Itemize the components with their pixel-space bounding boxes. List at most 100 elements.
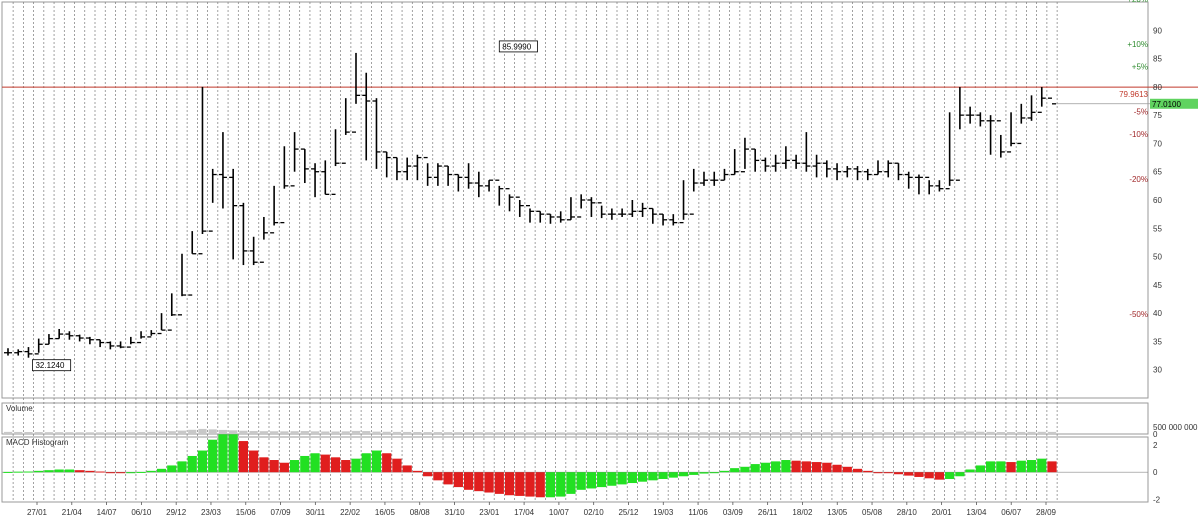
macd-histogram-bar [218,434,228,473]
macd-histogram-bar [801,461,811,473]
volume-bar [96,432,105,434]
volume-bar [403,431,412,434]
macd-histogram-bar [238,441,249,473]
macd-histogram-bar [637,472,648,482]
macd-histogram-bar [791,460,801,473]
macd-histogram-bar [617,472,627,485]
x-tick-label: 08/08 [410,508,431,517]
volume-bar [577,432,586,434]
price-tick-label: 75 [1153,111,1162,120]
macd-histogram-bar [259,457,269,473]
macd-histogram-bar [586,472,597,489]
volume-bar [372,431,381,434]
volume-bar [873,432,883,434]
macd-histogram-bar [300,455,310,473]
macd-histogram-bar [781,460,791,473]
volume-bar [413,432,422,434]
volume-bar [751,432,760,434]
macd-histogram-bar [310,453,320,473]
macd-histogram-bar [607,472,617,486]
macd-histogram-bar [975,465,985,473]
volume-bar [658,432,668,434]
macd-histogram-bar [863,470,873,473]
macd-histogram-bar [556,472,566,497]
volume-bar [454,432,463,434]
macd-histogram-bar [852,468,863,473]
macd-histogram-bar [44,470,54,473]
volume-bar [771,432,780,434]
macd-histogram-bar [730,468,740,473]
volume-bar [607,432,616,434]
min-callout-box [32,359,72,372]
volume-bar [648,432,657,434]
macd-histogram-bar [187,455,197,473]
volume-bar [566,432,576,434]
macd-histogram-bar [136,471,146,473]
macd-histogram-bar [453,472,463,488]
macd-histogram-bar [842,466,852,473]
x-tick-label: 06/10 [131,508,152,517]
volume-bar [34,432,43,434]
macd-histogram-bar [402,465,412,473]
x-tick-label: 21/04 [62,508,83,517]
price-tick-label: 65 [1153,168,1162,177]
macd-histogram-bar [330,457,341,473]
percent-level-label: +20% [1127,0,1148,4]
macd-histogram-bar [361,453,371,473]
macd-histogram-bar [382,453,392,473]
reference-value-label: 79.9613 [1119,90,1148,99]
volume-bar [280,431,289,434]
macd-histogram-bar [3,471,13,473]
x-tick-label: 07/09 [271,508,292,517]
macd-histogram-bar [105,472,115,474]
volume-bar [689,432,698,434]
volume-bar [116,432,125,434]
macd-histogram-bar [269,460,279,473]
macd-histogram-bar [883,472,893,474]
volume-bar [781,432,790,434]
volume-bar [925,432,934,434]
macd-histogram-bar [320,454,330,473]
x-tick-label: 30/11 [306,508,326,517]
volume-bar [382,431,391,434]
volume-bar [24,432,33,434]
macd-histogram-bar [474,472,484,492]
macd-tick-label: -2 [1153,495,1161,504]
macd-histogram-bar [689,472,699,475]
volume-bar [628,432,637,434]
macd-histogram-bar [64,469,75,473]
volume-bar [699,432,709,434]
volume-bar [423,432,432,434]
volume-bar [392,431,402,434]
macd-histogram-bar [484,472,494,493]
volume-bar [966,431,975,434]
volume-bar [955,431,964,434]
volume-bar [669,432,678,434]
macd-histogram-bar [115,472,126,474]
percent-level-label: -20% [1129,175,1148,184]
x-tick-label: 13/05 [827,508,848,517]
macd-histogram-bar [1037,458,1047,473]
price-tick-label: 70 [1153,139,1162,148]
volume-bar [802,432,811,434]
volume-bar [597,432,606,434]
x-tick-label: 03/09 [723,508,744,517]
volume-bar [822,432,831,434]
volume-bar [484,432,494,434]
volume-bar [126,432,135,434]
macd-histogram-bar [228,434,238,473]
volume-bar [249,431,258,434]
macd-histogram-bar [904,472,914,476]
macd-tick-label: 2 [1153,441,1158,450]
macd-histogram-bar [13,471,23,473]
price-tick-label: 50 [1153,253,1162,262]
price-tick-label: 40 [1153,309,1162,318]
volume-bar [996,432,1005,434]
volume-bar [740,432,750,434]
macd-histogram-bar [95,471,105,473]
macd-histogram-bar [545,472,556,498]
price-tick-label: 35 [1153,337,1162,346]
x-tick-label: 26/11 [758,508,778,517]
volume-bar [761,432,770,434]
